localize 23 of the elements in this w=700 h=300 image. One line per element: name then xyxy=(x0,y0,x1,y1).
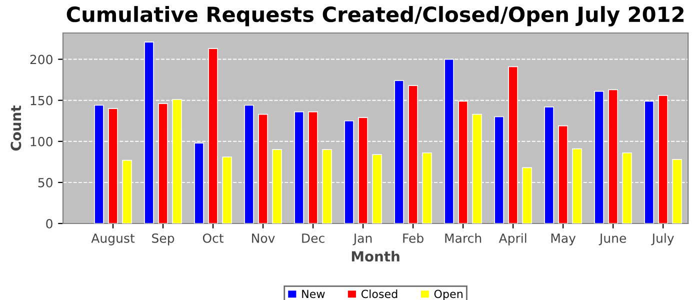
x-tick-label: Sep xyxy=(152,233,174,246)
x-tick-label: Jan xyxy=(352,234,372,246)
x-tick-label: Oct xyxy=(202,233,224,243)
y-tick-label: 200 xyxy=(30,54,52,64)
x-axis-title: Month xyxy=(352,250,400,262)
legend-label: Open xyxy=(434,290,462,300)
y-tick-label: 100 xyxy=(30,136,52,146)
x-tick-label: Dec xyxy=(302,234,324,243)
y-axis-title: Count xyxy=(10,105,22,151)
chart-title: Cumulative Requests Created/Closed/Open July 2012 xyxy=(66,6,684,26)
x-tick-label: April xyxy=(498,233,526,246)
y-tick-label: 50 xyxy=(38,178,52,188)
x-tick-label: August xyxy=(91,234,135,246)
y-tick-label: 0 xyxy=(46,218,52,228)
x-tick-label: March xyxy=(445,233,482,243)
legend-label: New xyxy=(302,290,325,298)
x-tick-label: June xyxy=(598,234,626,246)
x-tick-label: Feb xyxy=(403,233,424,243)
legend-label: Closed xyxy=(361,290,398,298)
y-tick-label: 150 xyxy=(30,96,52,106)
x-tick-label: July xyxy=(651,233,674,246)
x-tick-label: Nov xyxy=(252,234,275,243)
x-tick-label: May xyxy=(551,234,576,246)
